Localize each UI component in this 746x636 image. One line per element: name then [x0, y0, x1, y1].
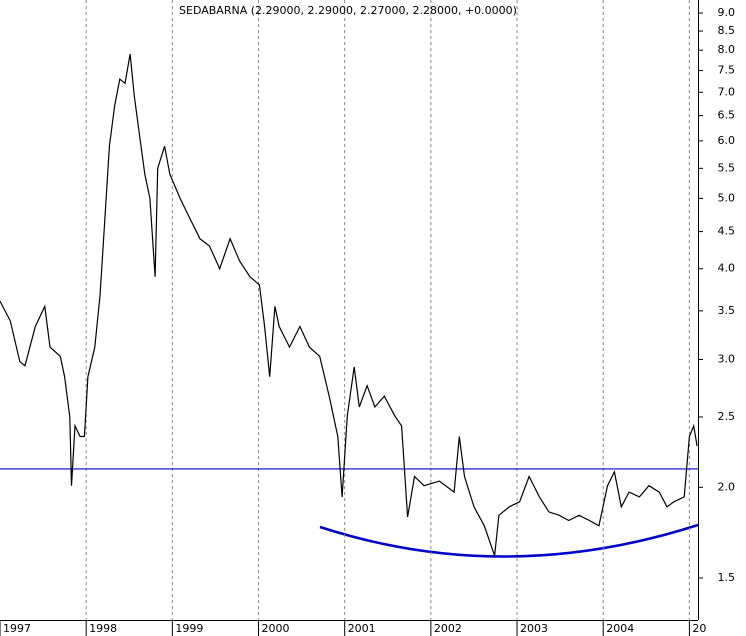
y-tick-label: 9.0 [718, 6, 736, 19]
x-tick-label: 20 [692, 622, 706, 635]
y-tick-label: 1.5 [718, 571, 736, 584]
y-tick-label: 4.0 [718, 262, 736, 275]
y-tick-label: 5.0 [718, 191, 736, 204]
x-tick-label: 2001 [348, 622, 376, 635]
x-tick-label: 1999 [175, 622, 203, 635]
x-tick-label: 2004 [606, 622, 634, 635]
y-tick-label: 7.0 [718, 85, 736, 98]
y-tick-label: 8.0 [718, 43, 736, 56]
price-line [0, 53, 698, 556]
y-tick-label: 6.5 [718, 109, 736, 122]
y-tick-label: 2.0 [718, 480, 736, 493]
y-tick-label: 3.0 [718, 352, 736, 365]
y-tick-label: 7.5 [718, 64, 736, 77]
x-tick-label: 2003 [520, 622, 548, 635]
rounding-bottom-arc [319, 523, 699, 558]
y-tick-label: 6.0 [718, 134, 736, 147]
y-tick-label: 2.5 [718, 410, 736, 423]
y-tick-label: 3.5 [718, 304, 736, 317]
y-tick-label: 8.5 [718, 24, 736, 37]
y-tick-label: 4.5 [718, 225, 736, 238]
chart-title: SEDABARNA (2.29000, 2.29000, 2.27000, 2.… [179, 4, 517, 17]
y-tick-label: 5.5 [718, 161, 736, 174]
x-tick-label: 1997 [3, 622, 31, 635]
x-tick-label: 2000 [262, 622, 290, 635]
x-tick-label: 2002 [434, 622, 462, 635]
x-tick-label: 1998 [89, 622, 117, 635]
